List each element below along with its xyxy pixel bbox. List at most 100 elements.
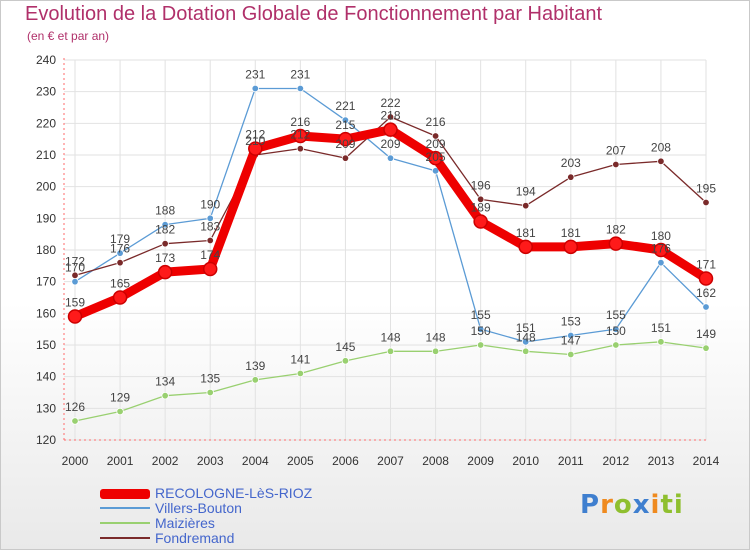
legend-swatch-villers-bouton	[100, 507, 150, 509]
data-point	[202, 261, 218, 277]
data-point	[383, 122, 398, 137]
data-point	[657, 157, 665, 166]
data-point	[386, 347, 395, 356]
data-label: 126	[65, 400, 85, 414]
data-label: 165	[110, 277, 130, 291]
data-point	[116, 407, 124, 416]
data-label: 148	[516, 330, 536, 344]
data-point	[567, 331, 575, 340]
data-point	[251, 376, 259, 384]
data-label: 155	[606, 308, 626, 322]
legend-label-villers-bouton: Villers-Bouton	[155, 500, 242, 516]
y-tick-label: 180	[36, 243, 56, 257]
data-label: 149	[696, 327, 716, 341]
data-label: 162	[696, 286, 716, 300]
x-tick-label: 2000	[62, 454, 89, 468]
data-label: 222	[380, 96, 400, 110]
legend-swatch-fondremand	[100, 537, 150, 539]
data-point	[567, 350, 575, 359]
data-label: 212	[245, 128, 265, 142]
logo-letter: P	[580, 490, 601, 520]
data-label: 153	[561, 315, 581, 329]
data-point	[476, 341, 485, 349]
data-label: 203	[561, 156, 581, 170]
data-label: 195	[696, 182, 716, 196]
data-point	[518, 239, 533, 255]
legend-label-maizieres: Maizières	[155, 515, 215, 531]
data-point	[657, 338, 665, 346]
data-label: 196	[471, 178, 491, 192]
data-point	[702, 303, 710, 311]
data-label: 183	[200, 220, 220, 234]
data-point	[206, 388, 214, 397]
logo-letter: i	[650, 490, 661, 520]
data-point	[71, 271, 79, 280]
logo-letter: o	[613, 490, 633, 520]
data-point	[567, 173, 575, 181]
data-point	[116, 258, 124, 267]
data-label: 190	[200, 197, 220, 211]
data-label: 134	[155, 375, 175, 389]
data-point	[563, 239, 579, 255]
data-label: 135	[200, 372, 220, 386]
data-label: 218	[380, 109, 400, 123]
data-point	[293, 128, 308, 144]
y-tick-label: 210	[36, 148, 56, 162]
data-point	[341, 154, 350, 162]
x-tick-label: 2008	[422, 454, 449, 468]
data-point	[112, 290, 128, 305]
data-point	[161, 391, 169, 400]
data-point	[161, 239, 169, 248]
data-label: 173	[155, 251, 175, 265]
data-label: 189	[471, 201, 491, 215]
data-label: 181	[516, 226, 536, 240]
y-tick-label: 120	[36, 433, 56, 447]
y-tick-label: 160	[36, 306, 56, 320]
data-label: 207	[606, 144, 626, 158]
data-label: 180	[651, 229, 671, 243]
x-tick-label: 2001	[107, 454, 134, 468]
data-point	[157, 264, 173, 280]
data-point	[522, 338, 530, 346]
data-label: 212	[290, 128, 310, 142]
data-label: 141	[290, 353, 310, 367]
data-point	[522, 347, 530, 356]
data-label: 209	[335, 137, 355, 151]
proxiti-logo: Proxiti	[580, 490, 684, 520]
data-point	[161, 220, 169, 229]
data-point	[296, 84, 305, 93]
legend-label-fondremand: Fondremand	[155, 530, 235, 546]
data-label: 216	[290, 115, 310, 129]
x-tick-label: 2002	[152, 454, 179, 468]
data-label: 151	[651, 321, 671, 335]
x-tick-label: 2011	[558, 454, 584, 468]
data-label: 194	[516, 185, 536, 199]
data-point	[476, 195, 485, 204]
data-label: 155	[471, 308, 491, 322]
logo-letter: i	[673, 490, 684, 520]
x-tick-label: 2006	[332, 454, 359, 468]
data-label: 145	[335, 340, 355, 354]
x-tick-label: 2009	[467, 454, 494, 468]
data-point	[702, 198, 710, 207]
x-tick-label: 2010	[512, 454, 539, 468]
data-point	[702, 344, 710, 352]
data-point	[206, 214, 214, 223]
legend-swatch-recologne	[100, 489, 150, 499]
data-label: 216	[426, 115, 446, 129]
data-point	[657, 258, 665, 267]
y-tick-label: 170	[36, 275, 56, 289]
data-point	[341, 357, 350, 365]
chart-title: Evolution de la Dotation Globale de Fonc…	[25, 3, 603, 25]
logo-letter: x	[632, 490, 651, 520]
data-point	[341, 116, 350, 124]
data-label: 159	[65, 296, 85, 310]
x-tick-label: 2014	[693, 454, 720, 468]
data-point	[296, 144, 305, 153]
logo-letter: r	[600, 490, 614, 520]
data-point	[612, 325, 620, 333]
data-point	[653, 242, 669, 258]
data-point	[386, 113, 395, 121]
data-point	[296, 369, 305, 378]
